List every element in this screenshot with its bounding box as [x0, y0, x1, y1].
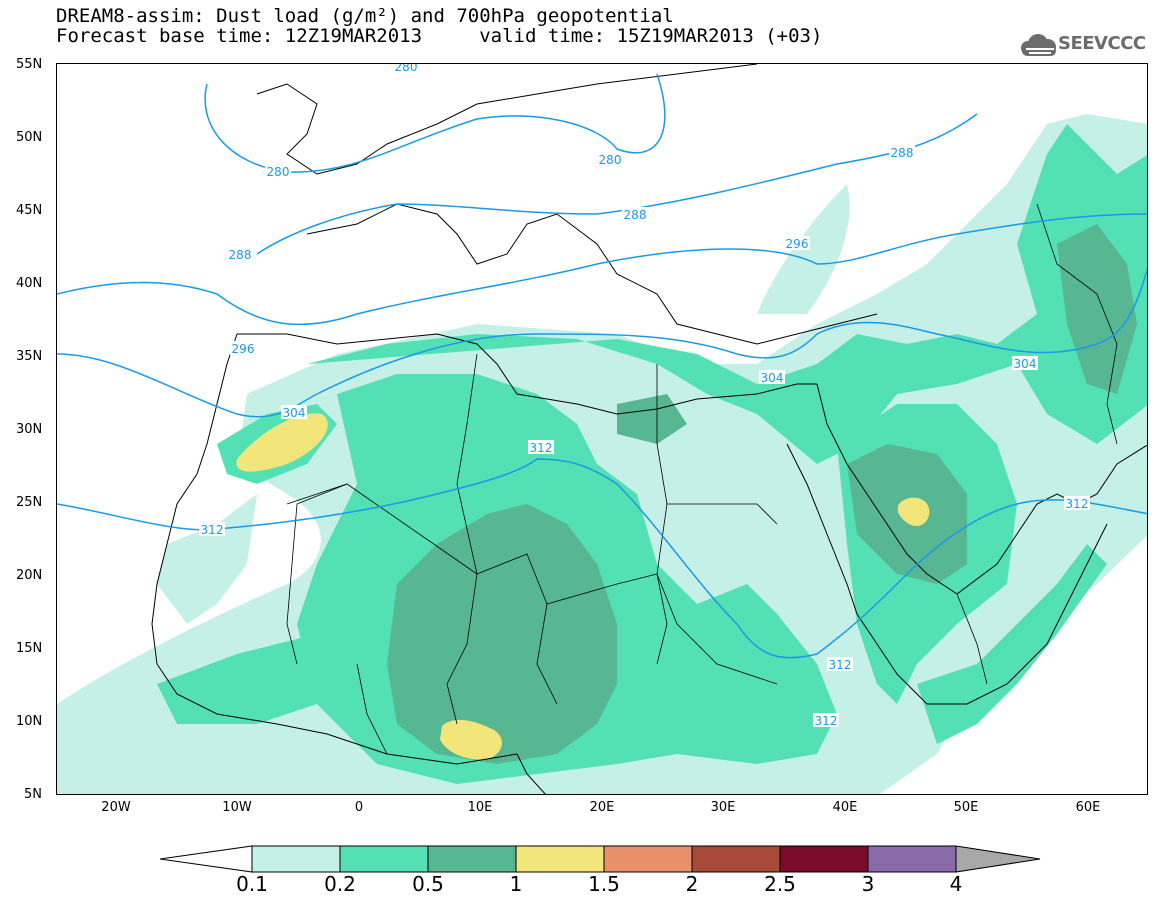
colorbar-segment [515, 845, 605, 873]
lat-label: 45N [16, 203, 43, 218]
cloud-logo-icon [1021, 34, 1056, 56]
lon-label: 10E [467, 800, 493, 815]
colorbar-tick: 4 [949, 872, 963, 896]
colorbar [160, 845, 1041, 873]
chart-subtitle: Forecast base time: 12Z19MAR2013 valid t… [56, 25, 823, 47]
colorbar-tick: 2 [685, 872, 699, 896]
colorbar-segment [251, 845, 341, 873]
lon-label: 40E [832, 800, 858, 815]
contour-label: 312 [201, 523, 224, 537]
lat-label: 25N [16, 495, 43, 510]
colorbar-tick: 2.5 [764, 872, 796, 896]
dust-field-dark [387, 224, 1137, 764]
colorbar-segment [339, 845, 429, 873]
country-borders [286, 203, 1118, 755]
lat-label: 5N [24, 787, 42, 802]
chart-title: DREAM8-assim: Dust load (g/m²) and 700hP… [56, 5, 674, 27]
logo-text: SEEVCCC [1058, 33, 1146, 54]
colorbar-segment [603, 845, 693, 873]
contour-label: 288 [624, 208, 647, 222]
lat-label: 15N [16, 641, 43, 656]
dust-map: 280 280 280 288 288 288 296 296 304 304 … [57, 64, 1147, 794]
lat-label: 20N [16, 568, 43, 583]
lat-label: 55N [16, 57, 43, 72]
dust-field-high [236, 413, 930, 760]
lat-label: 30N [16, 422, 43, 437]
lon-label: 20W [101, 800, 131, 815]
contour-label: 280 [599, 153, 622, 167]
lat-label: 10N [16, 714, 43, 729]
lat-label: 40N [16, 276, 43, 291]
contour-label: 304 [283, 406, 306, 420]
geopotential-contours [57, 73, 1147, 659]
colorbar-tick: 3 [861, 872, 875, 896]
colorbar-end-arrow [955, 845, 1041, 873]
contour-label: 312 [829, 658, 852, 672]
colorbar-segment [691, 845, 781, 873]
colorbar-segment [867, 845, 957, 873]
contour-label: 312 [1066, 497, 1089, 511]
map-panel[interactable]: 280 280 280 288 288 288 296 296 304 304 … [56, 63, 1148, 795]
contour-label: 304 [1014, 357, 1037, 371]
contour-label: 280 [267, 165, 290, 179]
contour-label: 280 [395, 64, 418, 74]
lat-label: 50N [16, 130, 43, 145]
contour-labels: 280 280 280 288 288 288 296 296 304 304 … [199, 64, 1090, 728]
lon-label: 0 [354, 800, 364, 815]
lon-label: 20E [589, 800, 615, 815]
contour-label: 312 [815, 714, 838, 728]
colorbar-segment [779, 845, 869, 873]
lon-label: 50E [953, 800, 979, 815]
contour-label: 312 [530, 441, 553, 455]
lon-label: 60E [1075, 800, 1101, 815]
contour-label: 296 [786, 237, 809, 251]
colorbar-tick: 1 [509, 872, 523, 896]
colorbar-segment [427, 845, 517, 873]
colorbar-tick: 1.5 [588, 872, 620, 896]
lon-label: 10W [222, 800, 252, 815]
colorbar-tick: 0.5 [412, 872, 444, 896]
contour-label: 296 [232, 342, 255, 356]
colorbar-tick: 0.1 [236, 872, 268, 896]
contour-label: 288 [229, 248, 252, 262]
colorbar-tick: 0.2 [324, 872, 356, 896]
contour-label: 288 [891, 146, 914, 160]
lon-label: 30E [710, 800, 736, 815]
lat-label: 35N [16, 349, 43, 364]
contour-label: 304 [761, 371, 784, 385]
